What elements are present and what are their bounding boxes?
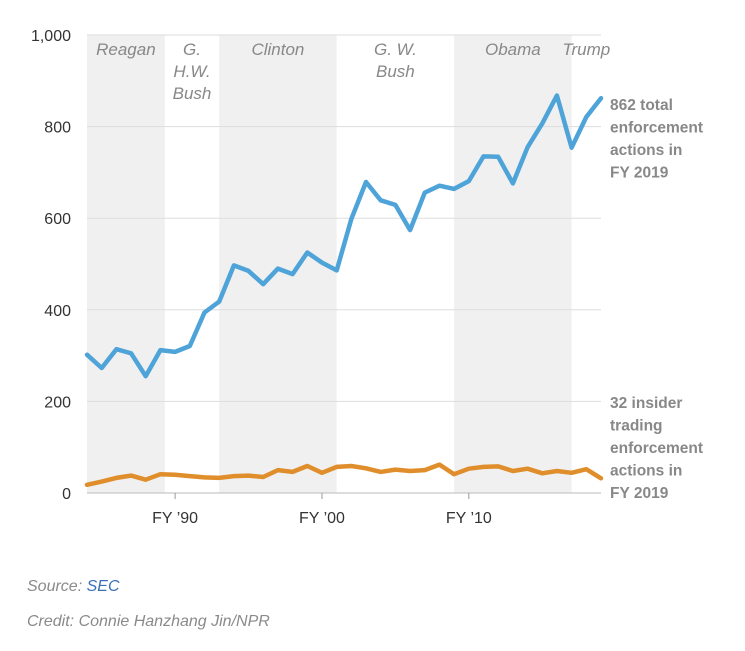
annotation-line: trading — [610, 418, 663, 435]
era-band — [87, 35, 165, 493]
presidency-bands: Reagan G. H.W. Bush Clinton G. W. Bush Obama Tru… — [87, 35, 610, 493]
era-label-line: Obama — [485, 40, 541, 59]
series-annotations: 862 total enforcement actions in FY 201932 … — [610, 97, 703, 502]
era-label-line: H.W. — [173, 62, 210, 81]
era-label-line: G. W. — [374, 40, 417, 59]
source-link[interactable]: SEC — [86, 578, 120, 595]
series-annotation: 862 total enforcement actions in FY 2019 — [610, 97, 703, 182]
era-band — [454, 35, 572, 493]
series-line — [84, 462, 604, 488]
annotation-line: FY 2019 — [610, 165, 669, 182]
era-label-line: G. — [183, 40, 201, 59]
era-label: Reagan — [96, 40, 156, 59]
series-annotation: 32 insider trading enforcement actions in FY… — [610, 395, 703, 502]
source-line: Source: SEC — [27, 578, 120, 596]
y-axis: 0 200 400 600 800 1,000 — [31, 28, 71, 503]
y-tick-label: 0 — [62, 486, 71, 503]
y-tick-label: 600 — [44, 211, 71, 228]
gridlines — [87, 34, 601, 494]
era-label: Obama — [485, 40, 541, 59]
annotation-line: actions in — [610, 463, 682, 480]
series-line — [84, 93, 604, 379]
era-label: Trump — [562, 40, 610, 59]
annotation-line: 32 insider — [610, 395, 682, 412]
annotation-line: enforcement — [610, 120, 703, 137]
x-tick-label: FY ’00 — [299, 510, 345, 527]
x-axis: FY ’90 FY ’00 FY ’10 — [152, 493, 492, 527]
era-label: Clinton — [251, 40, 304, 59]
y-tick-label: 1,000 — [31, 28, 71, 45]
annotation-line: FY 2019 — [610, 485, 669, 502]
era-label: G. W. Bush — [374, 40, 417, 81]
y-tick-label: 800 — [44, 120, 71, 137]
credit-line: Credit: Connie Hanzhang Jin/NPR — [27, 613, 270, 630]
era-label-line: Trump — [562, 40, 610, 59]
line-chart: Reagan G. H.W. Bush Clinton G. W. Bush Obama Tru… — [31, 28, 703, 527]
era-label-line: Clinton — [251, 40, 304, 59]
era-label-line: Bush — [173, 84, 212, 103]
x-tick-label: FY ’90 — [152, 510, 198, 527]
y-tick-label: 400 — [44, 303, 71, 320]
era-label: G. H.W. Bush — [173, 40, 212, 103]
era-label-line: Bush — [376, 62, 415, 81]
series-lines — [84, 93, 604, 488]
annotation-line: actions in — [610, 142, 682, 159]
source-prefix: Source: — [27, 578, 87, 595]
annotation-line: enforcement — [610, 440, 703, 457]
era-label-line: Reagan — [96, 40, 156, 59]
x-tick-label: FY ’10 — [446, 510, 492, 527]
y-tick-label: 200 — [44, 394, 71, 411]
annotation-line: 862 total — [610, 97, 673, 114]
era-band — [219, 35, 337, 493]
